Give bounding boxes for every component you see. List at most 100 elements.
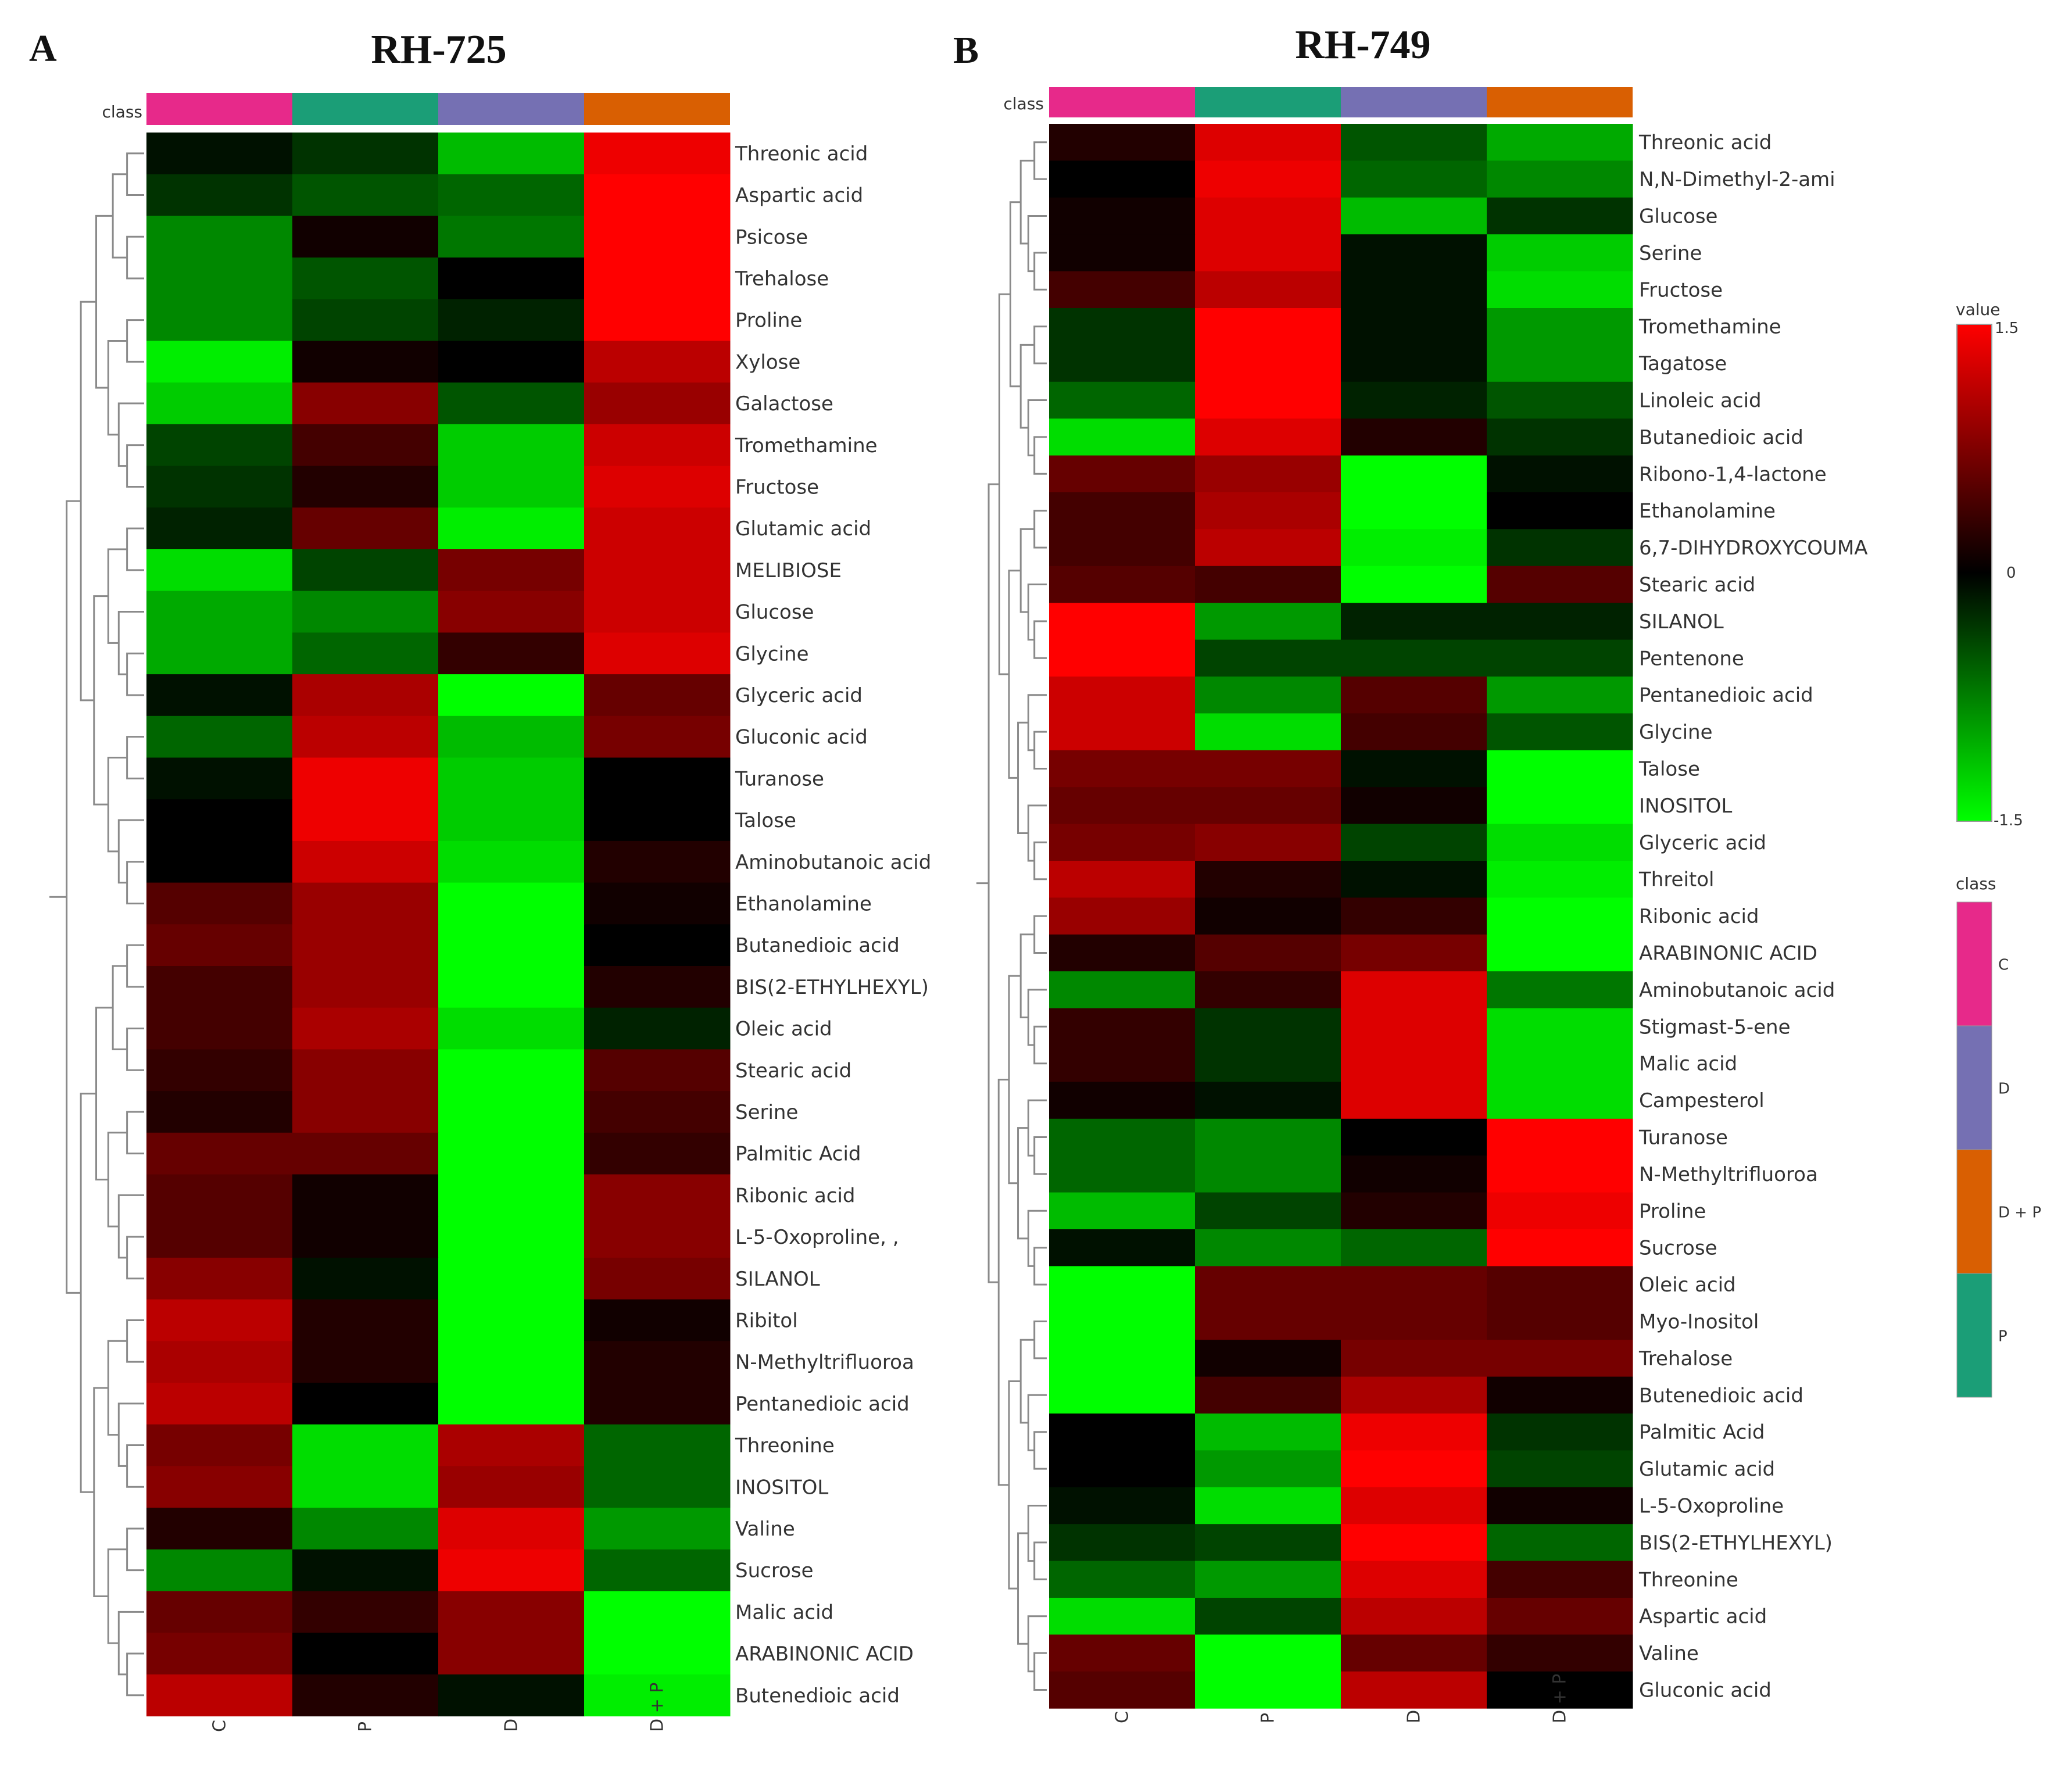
heatmap-cell <box>438 1257 585 1300</box>
heatmap-cell <box>1195 124 1341 161</box>
heatmap-cell <box>584 1299 731 1341</box>
class-legend-swatch <box>1956 901 1992 1026</box>
heatmap-cell <box>584 341 731 383</box>
heatmap-cell <box>1049 897 1196 935</box>
heatmap-cell <box>292 424 439 467</box>
panel-b-class-label: class <box>1003 94 1044 113</box>
heatmap-cell <box>292 257 439 300</box>
heatmap-cell <box>1341 418 1487 456</box>
row-label: Aspartic acid <box>735 184 863 207</box>
row-label: N-Methyltrifluoroa <box>1639 1163 1818 1186</box>
heatmap-cell <box>1049 160 1196 198</box>
dendrogram-branch <box>107 1132 127 1228</box>
heatmap-cell <box>146 1216 293 1258</box>
dendrogram-branch <box>1027 1394 1047 1451</box>
class-legend-title: class <box>1956 874 1996 893</box>
column-label: D + P <box>647 1683 668 1732</box>
heatmap-cell <box>1049 455 1196 493</box>
heatmap-cell <box>1049 271 1196 309</box>
heatmap-cell <box>584 174 731 216</box>
row-label: Turanose <box>735 767 824 790</box>
row-label: Glucose <box>1639 205 1717 228</box>
heatmap-cell <box>1049 1524 1196 1562</box>
heatmap-cell <box>1487 234 1633 272</box>
row-label: Aminobutanoic acid <box>1639 979 1835 1002</box>
dendrogram-branch <box>93 1387 109 1597</box>
heatmap-cell <box>438 133 585 175</box>
heatmap-cell <box>1195 971 1341 1009</box>
row-label: Ribonic acid <box>735 1184 856 1207</box>
heatmap-cell <box>1487 1450 1633 1488</box>
heatmap-cell <box>1341 345 1487 382</box>
panel-b-title: RH-749 <box>1295 23 1430 67</box>
panel-b-heatmap <box>1049 124 1633 1709</box>
heatmap-cell <box>1195 1155 1341 1193</box>
value-legend-gradient <box>1956 324 1992 822</box>
heatmap-cell <box>1341 566 1487 603</box>
heatmap-cell <box>584 1132 731 1175</box>
heatmap-cell <box>1195 160 1341 198</box>
heatmap-cell <box>292 1383 439 1425</box>
dendrogram-branch <box>126 1111 144 1155</box>
row-label: Stearic acid <box>735 1059 851 1082</box>
dendrogram-branch <box>107 548 127 644</box>
heatmap-cell <box>1487 713 1633 751</box>
heatmap-cell <box>1195 1340 1341 1377</box>
row-label: SILANOL <box>735 1268 820 1291</box>
heatmap-cell <box>1487 1634 1633 1672</box>
heatmap-cell <box>1195 1082 1341 1119</box>
heatmap-cell <box>584 715 731 758</box>
heatmap-cell <box>1195 861 1341 898</box>
row-label: Ethanolamine <box>1639 500 1776 523</box>
heatmap-cell <box>1487 455 1633 493</box>
heatmap-cell <box>1341 1524 1487 1562</box>
row-label: ARABINONIC ACID <box>1639 942 1817 965</box>
heatmap-cell <box>146 1591 293 1633</box>
value-legend-mid: 0 <box>2006 564 2016 582</box>
row-label: Oleic acid <box>735 1018 832 1041</box>
dendrogram-branch <box>1027 989 1047 1046</box>
dendrogram-branch <box>1033 1541 1047 1580</box>
heatmap-cell <box>438 1383 585 1425</box>
dendrogram-branch <box>1017 721 1029 834</box>
heatmap-cell <box>438 299 585 341</box>
heatmap-cell <box>438 1091 585 1133</box>
heatmap-cell <box>438 1174 585 1216</box>
heatmap-cell <box>1341 1450 1487 1488</box>
heatmap-cell <box>1341 381 1487 419</box>
heatmap-cell <box>1195 234 1341 272</box>
dendrogram-branch <box>126 235 144 280</box>
heatmap-cell <box>584 674 731 717</box>
panel-b-column-labels: C P D D + P <box>1112 1674 1570 1723</box>
column-label: C <box>210 1720 230 1732</box>
row-label: Butenedioic acid <box>735 1684 900 1708</box>
heatmap-cell <box>292 1674 439 1717</box>
row-label: MELIBIOSE <box>735 559 842 582</box>
heatmap-cell <box>146 216 293 258</box>
heatmap-cell <box>1195 1266 1341 1304</box>
heatmap-cell <box>438 674 585 717</box>
heatmap-cell <box>146 174 293 216</box>
heatmap-cell <box>1195 308 1341 345</box>
heatmap-cell <box>1195 934 1341 972</box>
class-bar-cell-c <box>1049 87 1195 117</box>
row-label: Glutamic acid <box>1639 1458 1775 1481</box>
heatmap-cell <box>292 1174 439 1216</box>
panel-a-class-bar <box>146 93 730 125</box>
heatmap-cell <box>292 1341 439 1383</box>
heatmap-cell <box>146 1174 293 1216</box>
heatmap-cell <box>1341 1598 1487 1635</box>
heatmap-cell <box>1195 1634 1341 1672</box>
dendrogram-branch <box>1027 1505 1047 1562</box>
dendrogram-branch <box>1033 1136 1047 1175</box>
heatmap-cell <box>1487 124 1633 161</box>
heatmap-cell <box>146 1299 293 1341</box>
panel-a: A RH-725 class Threonic acid Aspartic aci… <box>29 27 931 1732</box>
heatmap-cell <box>1341 234 1487 272</box>
heatmap-cell <box>1487 160 1633 198</box>
heatmap-cell <box>1049 824 1196 861</box>
heatmap-cell <box>292 1132 439 1175</box>
dendrogram-branch <box>987 483 1000 1283</box>
heatmap-cell <box>438 591 585 633</box>
heatmap-cell <box>146 341 293 383</box>
